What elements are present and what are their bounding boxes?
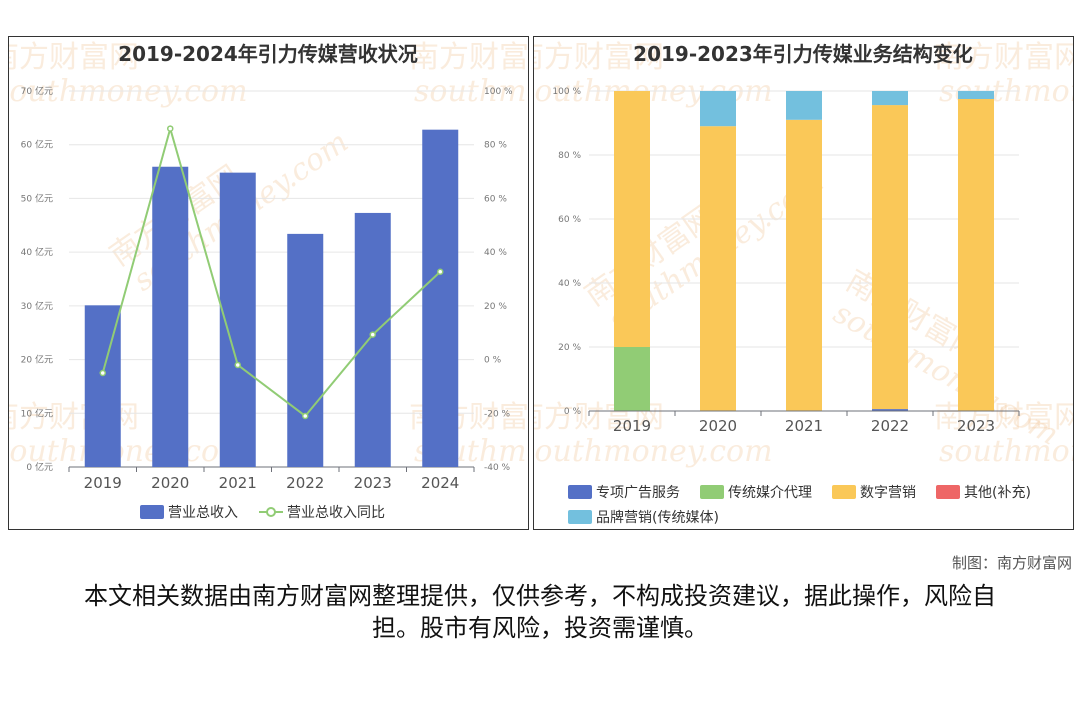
watermark-en: southmoney.com xyxy=(534,434,773,469)
bar-segment-数字营销-2020 xyxy=(700,126,736,411)
watermark-cn: 南方财富网 xyxy=(534,40,664,75)
legend-swatch-revenue xyxy=(140,505,164,519)
y-tick-left: 30 亿元 xyxy=(21,300,53,312)
y-tick: 0 % xyxy=(564,407,582,417)
bar-segment-数字营销-2021 xyxy=(786,119,822,412)
y-tick-left: 50 亿元 xyxy=(21,192,53,204)
x-tick-label: 2022 xyxy=(871,417,909,435)
x-tick-label: 2021 xyxy=(219,474,257,492)
revenue-chart: 南方财富网southmoney.com南方财富网southmoney.com南方… xyxy=(9,40,528,521)
watermark-cn: 南方财富网 xyxy=(934,40,1073,75)
legend-swatch-3 xyxy=(936,485,960,499)
bar-segment-专项广告服务-2022 xyxy=(872,409,908,411)
legend-swatch-0 xyxy=(568,485,592,499)
x-tick-label: 2024 xyxy=(421,474,459,492)
x-tick-label: 2022 xyxy=(286,474,324,492)
point-yoy-2019 xyxy=(99,369,106,377)
chart-credit: 制图：南方财富网 xyxy=(951,554,1072,572)
bar-segment-品牌营销(传统媒体)-2020 xyxy=(700,91,736,127)
x-tick-label: 2019 xyxy=(84,474,122,492)
y-tick: 20 % xyxy=(558,343,581,353)
y-tick: 100 % xyxy=(552,87,581,97)
bar-segment-品牌营销(传统媒体)-2021 xyxy=(786,91,822,120)
legend-label-3: 其他(补充) xyxy=(964,485,1031,501)
line-revenue-yoy xyxy=(101,124,441,418)
y-tick-right: 80 % xyxy=(484,141,507,151)
bar-segment-数字营销-2019 xyxy=(614,91,650,347)
bar-revenue-2024 xyxy=(422,129,459,467)
x-tick-label: 2021 xyxy=(785,417,823,435)
bar-revenue-2022 xyxy=(287,233,324,467)
bar-segment-数字营销-2022 xyxy=(872,105,908,410)
legend-label-1: 传统媒介代理 xyxy=(728,485,812,501)
bar-segment-品牌营销(传统媒体)-2022 xyxy=(872,91,908,106)
y-tick-right: 40 % xyxy=(484,248,507,258)
chart-title: 2019-2023年引力传媒业务结构变化 xyxy=(633,42,973,66)
watermark-en: southmoney.com xyxy=(939,434,1073,469)
legend-label-revenue: 营业总收入 xyxy=(168,505,238,521)
legend-swatch-1 xyxy=(700,485,724,499)
legend-label-2: 数字营销 xyxy=(860,485,916,501)
y-tick-right: 60 % xyxy=(484,194,507,204)
legend-label-0: 专项广告服务 xyxy=(596,485,680,501)
y-tick-left: 20 亿元 xyxy=(21,354,53,366)
legend-swatch-yoy-marker xyxy=(266,507,276,517)
y-tick-left: 40 亿元 xyxy=(21,246,53,258)
y-tick-right: -40 % xyxy=(484,463,511,473)
chart-title: 2019-2024年引力传媒营收状况 xyxy=(118,42,418,66)
x-tick-label: 2020 xyxy=(151,474,189,492)
bar-segment-传统媒介代理-2019 xyxy=(614,347,650,411)
y-tick-right: -20 % xyxy=(484,409,511,419)
y-tick-left: 60 亿元 xyxy=(21,139,53,151)
x-tick-label: 2019 xyxy=(613,417,651,435)
legend-label-4: 品牌营销(传统媒体) xyxy=(596,509,719,526)
legend-swatch-4 xyxy=(568,510,592,524)
watermark-cn: 南方财富网 xyxy=(9,40,139,75)
bar-segment-数字营销-2023 xyxy=(958,99,994,411)
legend-label-yoy: 营业总收入同比 xyxy=(287,505,385,521)
bar-revenue-2020 xyxy=(152,166,189,468)
point-yoy-2021 xyxy=(234,361,241,369)
y-tick: 80 % xyxy=(558,151,581,161)
legend-swatch-2 xyxy=(832,485,856,499)
y-tick-right: 0 % xyxy=(484,356,502,366)
point-yoy-2024 xyxy=(437,268,444,275)
watermark-en: southmoney.com xyxy=(9,434,248,469)
y-tick: 60 % xyxy=(558,215,581,225)
watermark-cn: 南方财富网 xyxy=(409,40,528,75)
y-tick: 40 % xyxy=(558,279,581,289)
x-tick-label: 2023 xyxy=(957,417,995,435)
point-yoy-2023 xyxy=(369,331,376,338)
x-tick-label: 2020 xyxy=(699,417,737,435)
watermark-cn: 南方财富网 xyxy=(934,400,1073,435)
y-tick-right: 100 % xyxy=(484,87,513,97)
point-yoy-2020 xyxy=(167,125,174,132)
structure-chart-panel: 南方财富网southmoney.com南方财富网southmoney.com南方… xyxy=(533,36,1074,530)
y-tick-right: 20 % xyxy=(484,302,507,312)
point-yoy-2022 xyxy=(302,412,309,420)
bar-revenue-2023 xyxy=(354,212,391,467)
bar-segment-品牌营销(传统媒体)-2023 xyxy=(958,91,994,99)
revenue-chart-panel: 南方财富网southmoney.com南方财富网southmoney.com南方… xyxy=(8,36,529,530)
y-tick-left: 10 亿元 xyxy=(21,407,53,419)
y-tick-left: 70 亿元 xyxy=(21,85,53,97)
structure-chart: 南方财富网southmoney.com南方财富网southmoney.com南方… xyxy=(534,40,1073,526)
disclaimer-text: 本文相关数据由南方财富网整理提供，仅供参考，不构成投资建议，据此操作，风险自担。… xyxy=(84,582,996,642)
x-tick-label: 2023 xyxy=(354,474,392,492)
y-tick-left: 0 亿元 xyxy=(26,461,53,473)
